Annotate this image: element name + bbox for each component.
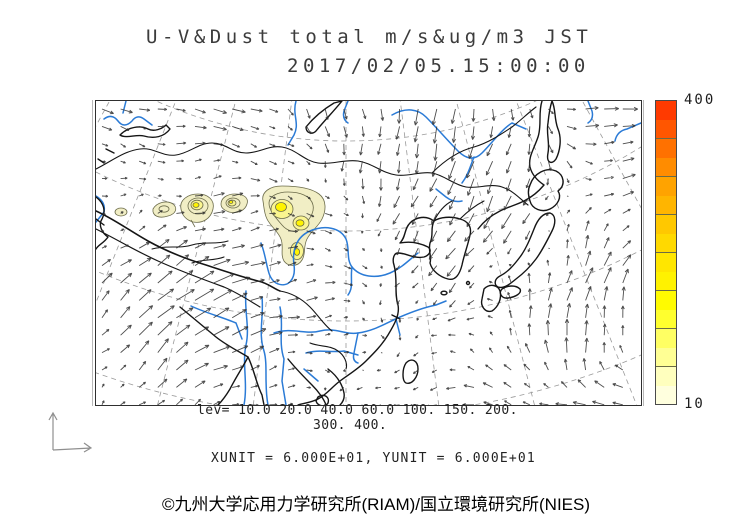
colorbar-cell xyxy=(656,101,676,120)
colorbar-cell xyxy=(656,385,676,404)
contour-level-legend-line2: 300. 400. xyxy=(313,418,388,433)
colorbar-cell xyxy=(656,328,676,348)
map-panel xyxy=(95,100,642,406)
coastline-borders xyxy=(96,101,564,405)
colorbar-cell xyxy=(656,214,676,234)
colorbar-cell xyxy=(656,157,676,176)
colorbar-cell xyxy=(656,119,676,138)
colorbar-cell xyxy=(656,347,676,366)
colorbar-max-label: 400 xyxy=(684,92,716,108)
map-frame-shadow-right xyxy=(643,100,644,406)
copyright-text: ©九州大学応用力学研究所(RIAM)/国立環境研究所(NIES) xyxy=(161,495,591,514)
colorbar-min-label: 10 xyxy=(684,396,705,412)
colorbar-cell xyxy=(656,309,676,328)
colorbar-cell xyxy=(656,290,676,310)
colorbar-cell xyxy=(656,233,676,252)
chart-timestamp: 2017/02/05.15:00:00 xyxy=(287,55,590,77)
colorbar-cell xyxy=(656,366,676,386)
vector-unit-legend: XUNIT = 6.000E+01, YUNIT = 6.000E+01 xyxy=(211,451,536,466)
contour-level-legend-line1: lev= 10.0 20.0 40.0 60.0 100. 150. 200. xyxy=(197,403,518,418)
river-lines xyxy=(96,101,641,405)
map-frame-shadow-left xyxy=(92,100,93,406)
colorbar-cell xyxy=(656,271,676,290)
colorbar-cell xyxy=(656,138,676,158)
dust-contour-blobs xyxy=(114,185,326,266)
colorbar xyxy=(655,100,677,405)
colorbar-cell xyxy=(656,176,676,196)
graticule-lines xyxy=(96,101,641,405)
chart-title: U-V&Dust total m/s&ug/m3 JST xyxy=(146,26,593,48)
map-canvas xyxy=(96,101,641,405)
wind-vector-arrows xyxy=(101,106,639,405)
colorbar-cell xyxy=(656,195,676,214)
axes-indicator-icon xyxy=(48,411,93,453)
colorbar-cell xyxy=(656,252,676,272)
